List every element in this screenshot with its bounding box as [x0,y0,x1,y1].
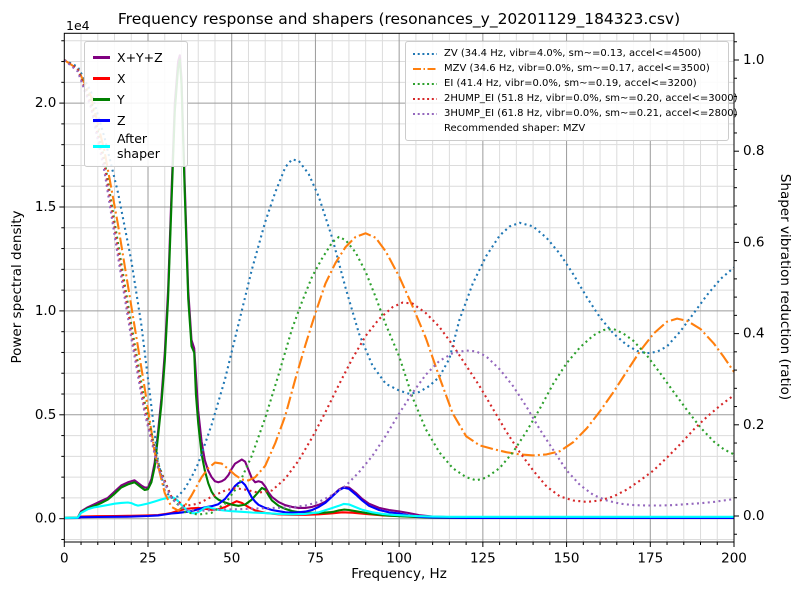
legend-dash-swatch [413,52,437,55]
series-y [64,58,734,519]
y-left-tick-label: 2.0 [35,95,56,111]
legend-dash-swatch [413,82,437,85]
y-right-axis-label: Shaper vibration reduction (ratio) [777,173,793,401]
series-zv [63,59,735,499]
legend-line-swatch [93,77,110,80]
y-right-tick-label: 0.6 [743,234,764,250]
x-tick-label: 100 [386,551,412,567]
legend-dash-swatch [413,112,437,115]
legend-psd: X+Y+Z X Y Z After shaper [84,41,188,167]
x-tick-label: 75 [307,551,324,567]
x-tick-label: 0 [60,551,69,567]
y-left-tick-label: 1.5 [35,199,56,215]
x-tick-label: 50 [223,551,240,567]
legend-psd-item-3: Z [93,110,179,131]
x-axis-label: Frequency, Hz [351,566,447,582]
legend-shaper-item-2: EI (41.4 Hz, vibr=0.0%, sm~=0.19, accel<… [412,76,722,91]
legend-dash-swatch [413,97,437,100]
legend-psd-label: After shaper [117,131,160,161]
series-z [64,480,734,520]
series-3hump-ei [63,59,735,513]
series-mzv [63,59,735,512]
y-right-tick-label: 1.0 [743,52,764,68]
legend-shaper-item-1: MZV (34.6 Hz, vibr=0.0%, sm~=0.17, accel… [412,61,722,76]
series-2hump-ei [63,59,735,508]
legend-shaper-label: 2HUMP_EI (51.8 Hz, vibr=0.0%, sm~=0.20, … [444,93,738,104]
legend-line-swatch [93,119,110,122]
legend-line-swatch [93,98,110,101]
legend-psd-item-2: Y [93,89,179,110]
legend-recommended-shaper: Recommended shaper: MZV [412,121,722,136]
legend-footer-label: Recommended shaper: MZV [444,123,586,134]
series-after-shaper [64,495,734,519]
x-tick-label: 200 [721,551,747,567]
legend-shapers: ZV (34.4 Hz, vibr=4.0%, sm~=0.13, accel<… [405,41,738,141]
legend-shaper-label: 3HUMP_EI (61.8 Hz, vibr=0.0%, sm~=0.21, … [444,108,738,119]
legend-psd-item-0: X+Y+Z [93,47,179,68]
legend-shaper-label: EI (41.4 Hz, vibr=0.0%, sm~=0.19, accel<… [444,78,697,89]
legend-shaper-item-4: 3HUMP_EI (61.8 Hz, vibr=0.0%, sm~=0.21, … [412,106,738,121]
series-ei [63,59,735,516]
y-right-tick-label: 0.0 [743,508,764,524]
legend-psd-label: Z [117,113,126,128]
legend-psd-item-1: X [93,68,179,89]
y-left-axis-label: Power spectral density [9,210,25,364]
legend-dash-swatch [413,67,437,70]
x-tick-label: 125 [470,551,496,567]
x-tick-label: 25 [139,551,156,567]
y-left-tick-label: 0.5 [35,407,56,423]
legend-psd-label: X [117,71,126,86]
legend-shaper-label: ZV (34.4 Hz, vibr=4.0%, sm~=0.13, accel<… [444,48,702,59]
x-tick-label: 150 [554,551,580,567]
y-left-tick-label: 0.0 [35,511,56,527]
y-left-offset-text: 1e4 [66,18,90,33]
legend-shaper-item-0: ZV (34.4 Hz, vibr=4.0%, sm~=0.13, accel<… [412,46,722,61]
legend-shaper-item-3: 2HUMP_EI (51.8 Hz, vibr=0.0%, sm~=0.20, … [412,91,738,106]
y-right-tick-label: 0.8 [743,143,764,159]
legend-shaper-label: MZV (34.6 Hz, vibr=0.0%, sm~=0.17, accel… [444,63,710,74]
chart-title: Frequency response and shapers (resonanc… [117,10,681,28]
legend-psd-label: X+Y+Z [117,50,163,65]
y-right-tick-label: 0.2 [743,417,764,433]
legend-psd-label: Y [117,92,125,107]
y-right-tick-label: 0.4 [743,326,764,342]
legend-line-swatch [93,56,110,59]
legend-psd-item-4: After shaper [93,131,179,161]
legend-line-swatch [93,144,110,148]
y-left-tick-label: 1.0 [35,303,56,319]
x-tick-label: 175 [637,551,663,567]
